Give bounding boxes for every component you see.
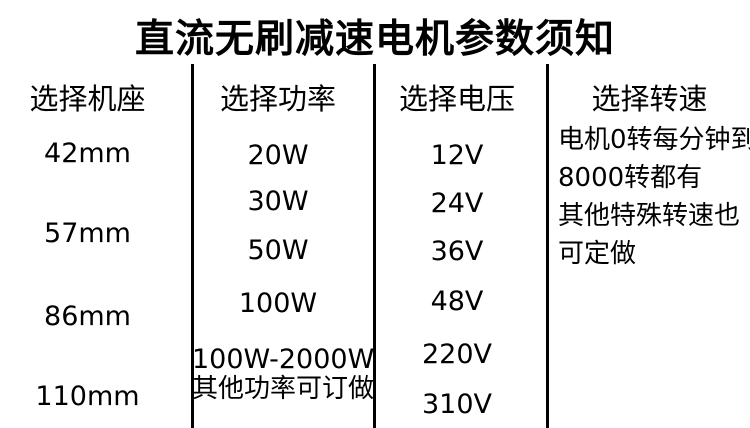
frame-size-column: 选择机座 42mm 57mm 86mm 110mm (0, 0, 175, 428)
voltage-option: 310V (421, 389, 492, 420)
power-option: 50W (247, 235, 309, 266)
voltage-option: 48V (430, 286, 484, 317)
voltage-option: 12V (430, 140, 484, 171)
column-divider-3 (546, 64, 549, 428)
column-divider-2 (373, 64, 376, 428)
power-option: 30W (247, 186, 309, 217)
voltage-option: 220V (421, 339, 492, 370)
power-option: 100W-2000W (192, 344, 375, 375)
power-option: 20W (247, 140, 309, 171)
frame-size-option: 57mm (44, 218, 131, 249)
column-header-frame-size: 选择机座 (29, 82, 146, 116)
frame-size-option: 110mm (35, 381, 140, 412)
page-title: 直流无刷减速电机参数须知 (134, 17, 615, 62)
column-header-voltage: 选择电压 (398, 82, 515, 116)
column-divider-1 (191, 64, 194, 428)
voltage-column: 选择电压 12V 24V 36V 48V 220V 310V (377, 0, 537, 428)
speed-note: 电机0转每分钟到 8000转都有 其他特殊转速也 可定做 (558, 121, 750, 273)
column-header-power: 选择功率 (219, 82, 336, 116)
speed-note-line: 其他特殊转速也 (558, 201, 741, 231)
power-custom-note: 其他功率可订做 (192, 374, 375, 404)
voltage-option: 36V (430, 236, 484, 267)
speed-note-line: 8000转都有 (558, 163, 703, 193)
power-column: 选择功率 20W 30W 50W 100W 100W-2000W 其他功率可订做 (192, 0, 375, 428)
column-header-speed: 选择转速 (591, 82, 708, 116)
speed-column: 选择转速 电机0转每分钟到 8000转都有 其他特殊转速也 可定做 (549, 0, 750, 428)
speed-note-line: 可定做 (558, 239, 637, 269)
power-option: 100W (238, 288, 318, 319)
frame-size-option: 42mm (44, 138, 131, 169)
frame-size-option: 86mm (44, 301, 131, 332)
speed-note-line: 电机0转每分钟到 (558, 125, 750, 155)
voltage-option: 24V (430, 188, 484, 219)
